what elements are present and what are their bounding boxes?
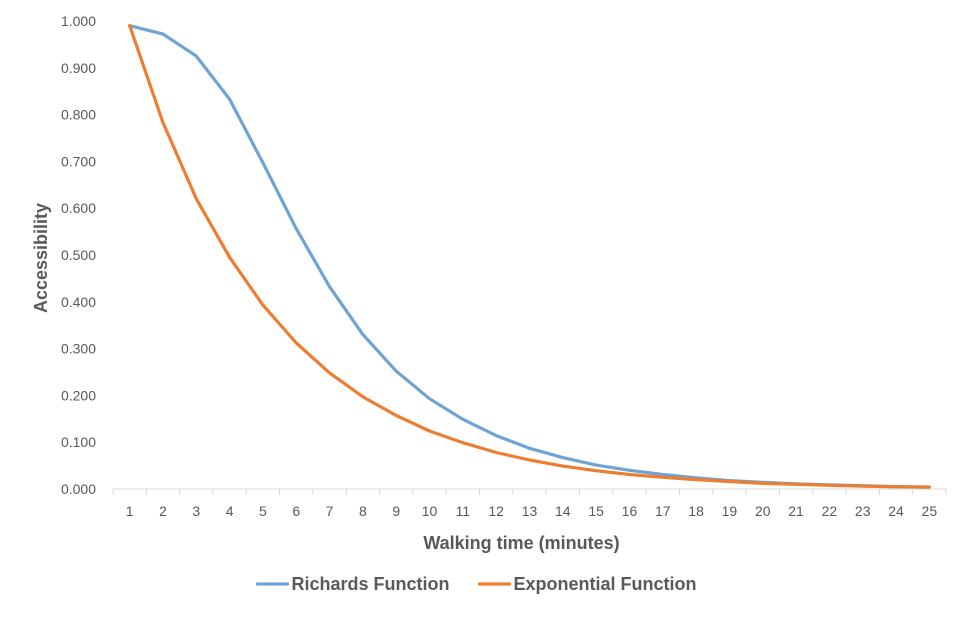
y-tick-label: 0.400 — [61, 294, 96, 310]
x-axis-ticks: 1 2 3 4 5 6 7 8 9 10 11 12 13 14 15 16 17 18 19 20 21 22 23 24 2… — [126, 503, 938, 519]
y-tick-label: 0.000 — [61, 481, 96, 497]
x-tick-label: 4 — [226, 503, 234, 519]
y-tick-label: 0.900 — [61, 60, 96, 76]
x-tick-label: 25 — [922, 503, 938, 519]
y-tick-label: 0.300 — [61, 341, 96, 357]
x-tick-label: 14 — [555, 503, 571, 519]
y-tick-label: 1.000 — [61, 13, 96, 29]
x-tick-label: 19 — [722, 503, 738, 519]
x-tick-label: 9 — [392, 503, 400, 519]
y-tick-label: 0.200 — [61, 387, 96, 403]
y-tick-label: 0.800 — [61, 107, 96, 123]
x-tick-label: 10 — [422, 503, 438, 519]
x-tick-label: 24 — [888, 503, 904, 519]
x-tick-label: 3 — [192, 503, 200, 519]
x-tick-label: 12 — [488, 503, 504, 519]
legend-label-richards-function: Richards Function — [291, 574, 449, 594]
y-tick-label: 0.100 — [61, 434, 96, 450]
series-line-exponential-function — [128, 24, 931, 489]
series-line-richards-function — [128, 24, 931, 489]
x-tick-label: 16 — [622, 503, 638, 519]
x-tick-label: 23 — [855, 503, 871, 519]
x-tick-label: 7 — [326, 503, 334, 519]
x-axis-title: Walking time (minutes) — [423, 533, 619, 553]
x-axis-tick-marks — [112, 489, 947, 495]
legend-label-exponential-function: Exponential Function — [514, 574, 697, 594]
series-layer — [128, 24, 931, 489]
x-tick-label: 2 — [159, 503, 167, 519]
y-tick-label: 0.700 — [61, 153, 96, 169]
x-tick-label: 15 — [588, 503, 604, 519]
y-tick-label: 0.500 — [61, 247, 96, 263]
y-axis-title: Accessibility — [31, 203, 51, 313]
x-tick-label: 20 — [755, 503, 771, 519]
x-tick-label: 8 — [359, 503, 367, 519]
x-tick-label: 18 — [688, 503, 704, 519]
x-tick-label: 5 — [259, 503, 267, 519]
x-tick-label: 6 — [292, 503, 300, 519]
y-tick-label: 0.600 — [61, 200, 96, 216]
y-axis-ticks: 0.000 0.100 0.200 0.300 0.400 0.500 0.600 0.700… — [61, 13, 96, 497]
x-tick-label: 22 — [822, 503, 838, 519]
x-tick-label: 1 — [126, 503, 134, 519]
x-tick-label: 17 — [655, 503, 671, 519]
x-tick-label: 21 — [788, 503, 804, 519]
x-tick-label: 11 — [456, 503, 471, 519]
x-tick-label: 13 — [522, 503, 538, 519]
legend: Richards Function Exponential Function — [255, 574, 697, 594]
